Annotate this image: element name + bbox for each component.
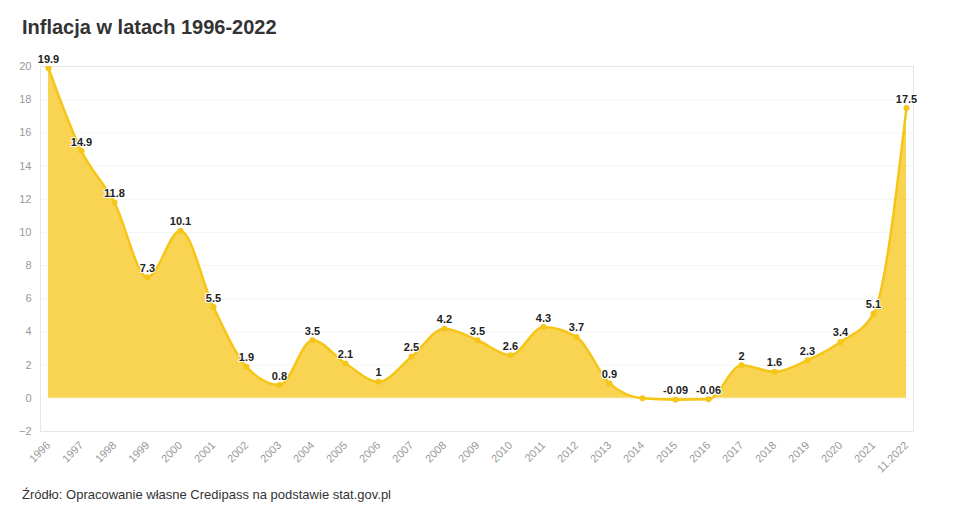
svg-text:1997: 1997: [60, 439, 86, 465]
svg-text:2015: 2015: [654, 439, 680, 465]
svg-text:2014: 2014: [621, 439, 647, 465]
svg-text:1996: 1996: [27, 439, 53, 465]
svg-text:2001: 2001: [192, 439, 218, 465]
svg-text:2000: 2000: [159, 439, 185, 465]
svg-text:−2: −2: [19, 425, 32, 437]
svg-text:5.5: 5.5: [206, 292, 221, 304]
svg-text:2011: 2011: [522, 439, 547, 464]
svg-text:2020: 2020: [819, 439, 845, 465]
svg-text:-0.06: -0.06: [696, 384, 721, 396]
svg-text:20: 20: [19, 60, 31, 72]
svg-text:3.4: 3.4: [833, 326, 849, 338]
svg-text:2004: 2004: [291, 439, 317, 465]
svg-text:2019: 2019: [786, 439, 812, 465]
svg-text:2016: 2016: [687, 439, 713, 465]
svg-text:1.6: 1.6: [767, 356, 782, 368]
svg-text:4: 4: [25, 325, 31, 337]
svg-text:14.9: 14.9: [71, 136, 92, 148]
svg-text:19.9: 19.9: [38, 53, 59, 65]
svg-text:2: 2: [738, 350, 744, 362]
svg-text:16: 16: [19, 126, 31, 138]
svg-text:-0.09: -0.09: [663, 384, 688, 396]
svg-text:2007: 2007: [390, 439, 416, 465]
svg-text:3.5: 3.5: [470, 325, 485, 337]
svg-text:6: 6: [25, 292, 31, 304]
svg-text:0.9: 0.9: [602, 368, 617, 380]
svg-text:2.5: 2.5: [404, 341, 419, 353]
svg-text:11.8: 11.8: [104, 187, 125, 199]
svg-text:2.6: 2.6: [503, 340, 518, 352]
svg-text:2005: 2005: [324, 439, 350, 465]
svg-text:14: 14: [19, 160, 31, 172]
svg-text:5.1: 5.1: [866, 298, 881, 310]
svg-text:18: 18: [19, 93, 31, 105]
svg-text:1: 1: [375, 366, 381, 378]
svg-text:2006: 2006: [357, 439, 383, 465]
svg-text:4.3: 4.3: [536, 311, 551, 323]
svg-text:3.7: 3.7: [569, 321, 584, 333]
svg-text:0: 0: [25, 392, 31, 404]
svg-text:17.5: 17.5: [896, 92, 917, 104]
svg-text:4.2: 4.2: [437, 313, 452, 325]
svg-text:2: 2: [25, 359, 31, 371]
svg-text:12: 12: [19, 193, 31, 205]
svg-text:10.1: 10.1: [170, 215, 191, 227]
svg-text:1998: 1998: [93, 439, 119, 465]
html-text:Źródło: Opracowanie własne Cre: Źródło: Opracowanie własne Credipass na …: [22, 487, 391, 502]
svg-text:2009: 2009: [456, 439, 482, 465]
svg-text:2013: 2013: [588, 439, 614, 465]
svg-text:2.3: 2.3: [800, 345, 815, 357]
svg-text:1999: 1999: [126, 439, 152, 465]
svg-text:10: 10: [19, 226, 31, 238]
svg-text:0.8: 0.8: [272, 370, 287, 382]
svg-text:1.9: 1.9: [239, 351, 254, 363]
svg-text:2021: 2021: [852, 439, 878, 465]
html-text:Inflacja w latach 1996-2022: Inflacja w latach 1996-2022: [22, 16, 277, 38]
svg-text:8: 8: [25, 259, 31, 271]
svg-text:2008: 2008: [423, 439, 449, 465]
svg-text:3.5: 3.5: [305, 325, 320, 337]
svg-text:2010: 2010: [489, 439, 515, 465]
svg-text:2.1: 2.1: [338, 348, 353, 360]
svg-text:2012: 2012: [555, 439, 581, 465]
svg-text:11.2022: 11.2022: [874, 439, 910, 475]
svg-text:7.3: 7.3: [140, 262, 155, 274]
svg-text:2002: 2002: [225, 439, 251, 465]
svg-text:2003: 2003: [258, 439, 284, 465]
svg-text:2018: 2018: [753, 439, 779, 465]
svg-text:2017: 2017: [720, 439, 746, 465]
